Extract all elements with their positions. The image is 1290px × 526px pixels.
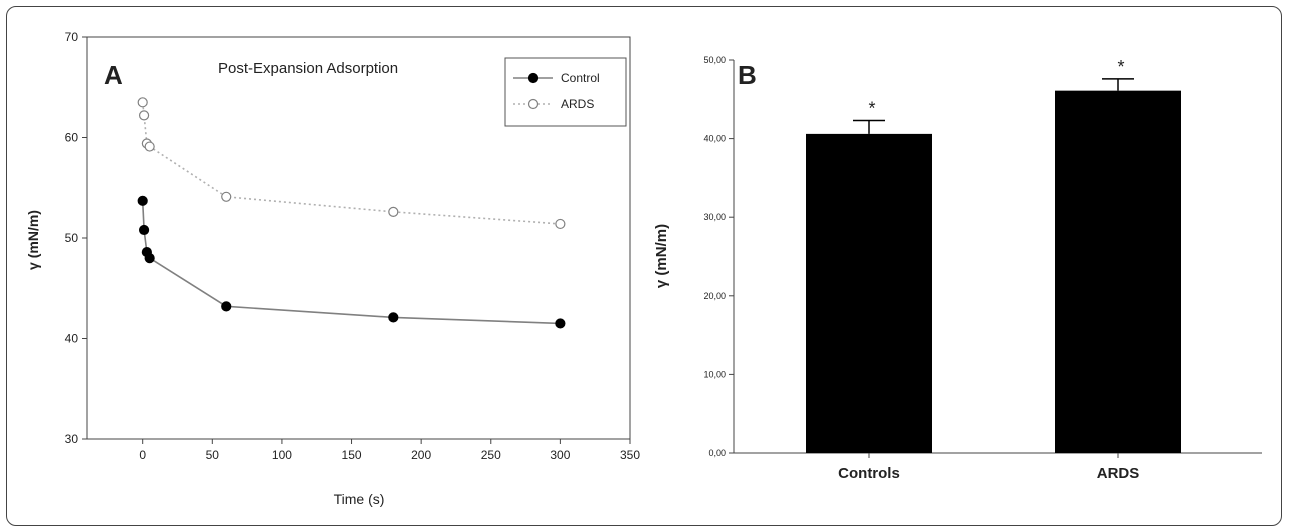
data-point-ards bbox=[137, 97, 148, 108]
x-tick-label: 0 bbox=[139, 448, 146, 462]
y-tick-label: 50 bbox=[65, 231, 79, 245]
y-tick-label: 30,00 bbox=[703, 212, 726, 222]
data-point-ards bbox=[555, 218, 566, 230]
y-tick-label: 40 bbox=[65, 332, 79, 346]
panel-a-label: A bbox=[104, 60, 123, 90]
x-tick-label: 300 bbox=[550, 448, 570, 462]
x-tick-label: 100 bbox=[272, 448, 292, 462]
data-point-control bbox=[555, 318, 566, 329]
data-point-control bbox=[138, 224, 150, 236]
data-point-ards bbox=[138, 110, 150, 121]
legend-marker bbox=[527, 72, 539, 84]
x-tick-label: 50 bbox=[206, 448, 220, 462]
y-tick-label: 20,00 bbox=[703, 291, 726, 301]
series-line-ards bbox=[141, 102, 561, 225]
y-tick-label: 50,00 bbox=[703, 55, 726, 65]
y-tick-label: 60 bbox=[65, 131, 79, 145]
x-tick-label: 250 bbox=[481, 448, 501, 462]
data-point-ards bbox=[388, 206, 399, 217]
bar-ards bbox=[1055, 90, 1181, 454]
data-point-ards bbox=[144, 141, 155, 152]
panel-b-label: B bbox=[738, 60, 757, 90]
x-tick-label: 150 bbox=[342, 448, 362, 462]
legend-box bbox=[504, 57, 627, 127]
legend-marker bbox=[527, 98, 539, 110]
y-tick-label: 30 bbox=[65, 432, 79, 446]
panel-a-x-axis-label: Time (s) bbox=[334, 491, 385, 507]
data-point-control bbox=[221, 301, 232, 312]
y-tick-label: 40,00 bbox=[703, 134, 726, 144]
data-point-ards bbox=[221, 191, 232, 202]
legend-label: Control bbox=[561, 71, 600, 85]
data-point-control bbox=[137, 195, 148, 206]
y-tick-label: 0,00 bbox=[708, 448, 726, 458]
y-tick-label: 10,00 bbox=[703, 369, 726, 379]
data-point-control bbox=[144, 253, 155, 264]
data-point-control bbox=[388, 312, 399, 323]
panel-b-y-axis-label: γ (mN/m) bbox=[653, 224, 670, 288]
panel-b: B γ (mN/m) 0,00 10,00 20,00 30,00 40,00 50,00… bbox=[653, 55, 1262, 482]
y-tick-label: 70 bbox=[65, 30, 79, 44]
significance-asterisk: * bbox=[1117, 57, 1124, 77]
significance-asterisk: * bbox=[868, 99, 875, 119]
category-label: ARDS bbox=[1097, 465, 1140, 482]
category-label: Controls bbox=[838, 465, 900, 482]
panel-a-y-axis-label: γ (mN/m) bbox=[25, 210, 41, 270]
x-tick-label: 350 bbox=[620, 448, 640, 462]
series-line-control bbox=[141, 200, 561, 325]
legend-label: ARDS bbox=[561, 97, 594, 111]
bar-controls bbox=[806, 133, 932, 453]
panel-a: A Post-Expansion Adsorption γ (mN/m) Tim… bbox=[25, 30, 640, 507]
x-tick-label: 200 bbox=[411, 448, 431, 462]
panel-a-title: Post-Expansion Adsorption bbox=[218, 60, 398, 77]
